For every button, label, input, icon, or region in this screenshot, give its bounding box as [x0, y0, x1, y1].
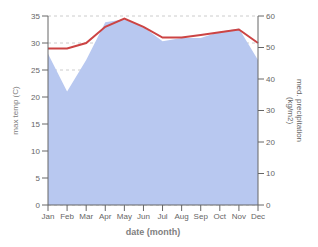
- svg-text:35: 35: [31, 12, 40, 21]
- svg-text:50: 50: [266, 43, 275, 52]
- svg-text:Aug: Aug: [175, 212, 189, 221]
- svg-text:20: 20: [266, 138, 275, 147]
- svg-text:Jan: Jan: [42, 212, 55, 221]
- svg-text:Sep: Sep: [194, 212, 209, 221]
- svg-text:med. precipitation(kg/m2): med. precipitation(kg/m2): [286, 79, 304, 142]
- svg-text:60: 60: [266, 12, 275, 21]
- svg-text:10: 10: [266, 169, 275, 178]
- svg-text:20: 20: [31, 93, 40, 102]
- svg-text:Jun: Jun: [137, 212, 150, 221]
- svg-text:10: 10: [31, 147, 40, 156]
- svg-text:Dec: Dec: [251, 212, 265, 221]
- svg-text:15: 15: [31, 120, 40, 129]
- svg-text:40: 40: [266, 75, 275, 84]
- svg-text:0: 0: [266, 201, 271, 210]
- svg-text:May: May: [117, 212, 132, 221]
- svg-text:Mar: Mar: [79, 212, 93, 221]
- svg-text:5: 5: [36, 174, 41, 183]
- svg-text:Feb: Feb: [60, 212, 74, 221]
- svg-text:Jul: Jul: [157, 212, 167, 221]
- svg-text:max temp (C): max temp (C): [11, 86, 20, 135]
- svg-text:Nov: Nov: [232, 212, 246, 221]
- svg-text:0: 0: [36, 201, 41, 210]
- svg-text:date (month): date (month): [126, 227, 181, 237]
- svg-text:Oct: Oct: [214, 212, 227, 221]
- svg-text:Apr: Apr: [99, 212, 112, 221]
- svg-text:25: 25: [31, 66, 40, 75]
- svg-text:30: 30: [266, 106, 275, 115]
- svg-text:30: 30: [31, 39, 40, 48]
